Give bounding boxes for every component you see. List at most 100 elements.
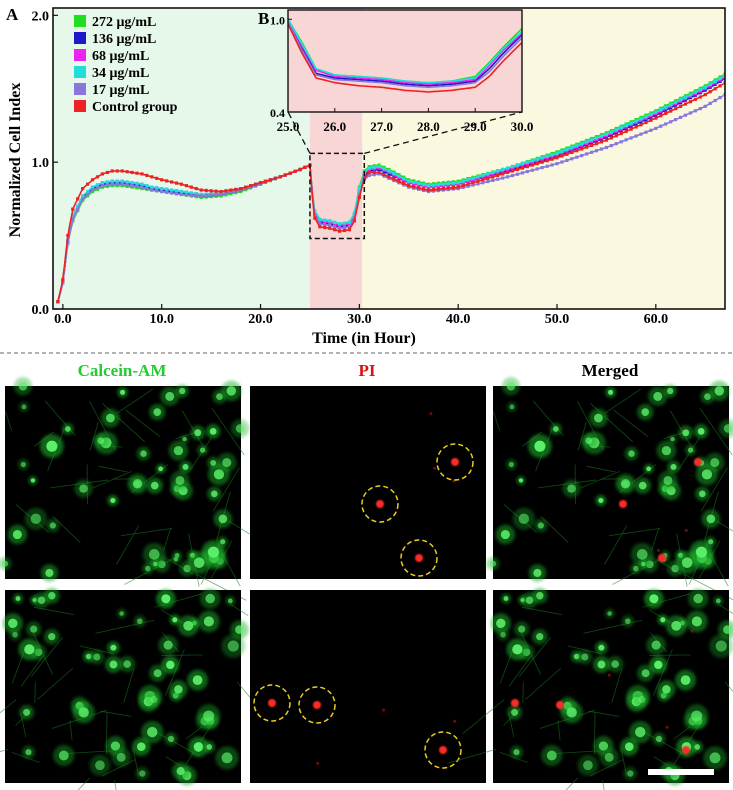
neurite [604, 388, 642, 414]
cell-body [567, 484, 576, 493]
data-point [698, 88, 702, 92]
cell-body [687, 447, 694, 453]
data-point [165, 179, 169, 183]
cell-body [604, 752, 614, 762]
data-point [189, 193, 193, 197]
data-point [169, 191, 174, 195]
data-point [515, 167, 520, 172]
cell-body [166, 660, 175, 670]
data-point [530, 168, 534, 172]
cell-body [205, 593, 215, 604]
data-point [456, 181, 460, 185]
y-axis-label: Normalized Cell Index [7, 83, 24, 238]
data-point [520, 162, 525, 166]
data-point [619, 131, 623, 136]
cell-body [203, 616, 214, 627]
data-point [377, 164, 381, 169]
data-point [71, 207, 75, 211]
data-point [125, 180, 129, 184]
data-point [629, 136, 633, 140]
cell-body [140, 450, 147, 457]
cell-body [179, 387, 186, 395]
data-point [402, 181, 406, 186]
x-tick-label: 0.0 [54, 312, 72, 327]
data-point [555, 156, 559, 160]
data-point [367, 170, 371, 175]
cell-body [654, 660, 663, 670]
cell-body [93, 653, 101, 661]
data-point [575, 149, 579, 153]
neurite [651, 527, 660, 551]
neurite [161, 654, 203, 656]
cell-body [681, 557, 693, 568]
cell-body [12, 631, 18, 638]
legend-swatch [74, 83, 86, 95]
data-point [244, 185, 248, 189]
cell-body [593, 413, 603, 423]
cell-body [646, 466, 652, 472]
data-point [90, 178, 95, 182]
zoom-connector [287, 111, 311, 154]
cell-body [174, 685, 183, 694]
cell-body [183, 620, 194, 631]
data-point [575, 144, 579, 148]
neurite [20, 656, 44, 687]
inset-x-tick-label: 27.0 [370, 119, 393, 134]
data-point [491, 175, 495, 179]
cell-body [153, 408, 162, 416]
data-point [199, 194, 203, 198]
data-point [421, 187, 426, 191]
data-point [81, 187, 85, 191]
data-point [95, 175, 100, 179]
data-point [140, 182, 144, 186]
data-point [486, 179, 490, 184]
data-point [323, 222, 327, 227]
data-point [150, 175, 154, 179]
data-point [570, 150, 574, 155]
data-point [431, 187, 436, 192]
data-point [565, 158, 569, 163]
data-point [110, 179, 114, 183]
cell-body [628, 450, 635, 457]
dead-cell-circle [298, 686, 336, 724]
pi-nucleus [682, 746, 690, 754]
data-point [486, 172, 490, 176]
neurite [4, 411, 13, 432]
cell-body [199, 447, 206, 453]
data-point [476, 182, 480, 186]
cell-body [660, 617, 666, 623]
merged-image [486, 377, 733, 601]
cell-body [553, 426, 559, 432]
cell-body [105, 413, 115, 423]
cell-body [173, 446, 184, 456]
data-point [688, 93, 693, 97]
data-point [66, 233, 70, 238]
data-point [683, 95, 688, 99]
data-point [95, 186, 100, 190]
cell-body [598, 497, 604, 504]
cell-body [500, 529, 510, 540]
inset-series-5 [288, 22, 522, 89]
panel-b-series [288, 18, 522, 93]
panel-b-frame [287, 9, 523, 113]
data-point [110, 182, 114, 186]
data-point [703, 93, 707, 97]
data-point [105, 180, 109, 184]
data-point [184, 190, 189, 194]
data-point [491, 178, 495, 182]
data-point [293, 169, 297, 173]
pi-nucleus [619, 500, 627, 508]
data-point [318, 217, 322, 222]
data-point [535, 157, 539, 161]
data-point [436, 187, 441, 191]
data-point [194, 187, 198, 191]
cell-body [536, 633, 544, 641]
data-point [169, 180, 174, 184]
data-point [510, 164, 515, 169]
pi-image [250, 386, 486, 579]
data-point [352, 219, 357, 223]
data-point [451, 186, 455, 190]
data-point [555, 162, 559, 166]
data-point [135, 181, 139, 186]
data-point [589, 143, 594, 148]
